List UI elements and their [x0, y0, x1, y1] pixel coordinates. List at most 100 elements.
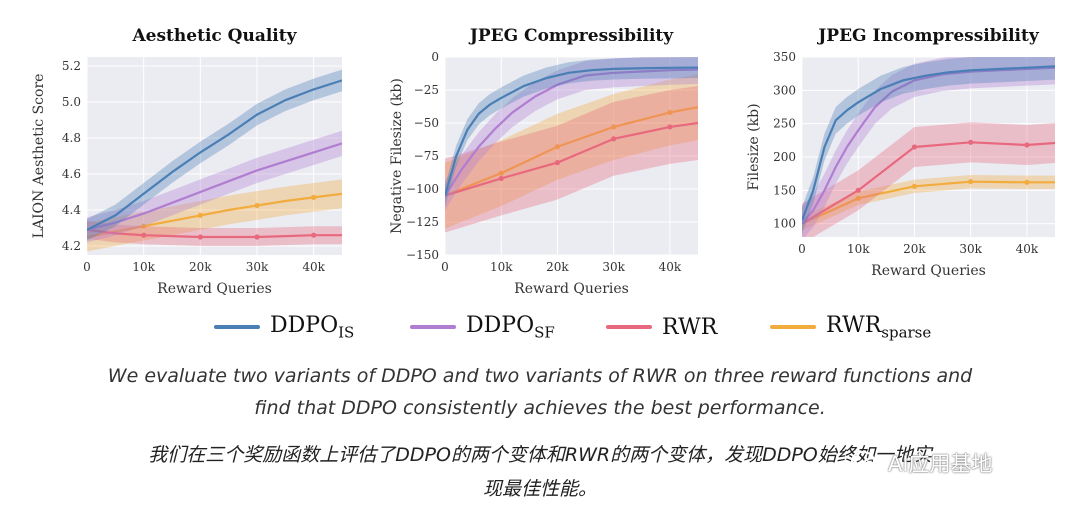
caption-english-line-1: We evaluate two variants of DDPO and two… — [107, 365, 973, 387]
x-tick-label: 20k — [903, 242, 926, 256]
band-rwr — [445, 86, 698, 233]
legend-swatch-ddpo-is — [214, 325, 260, 329]
y-tick-label: 250 — [773, 117, 796, 131]
y-tick-label: −75 — [414, 149, 439, 163]
x-tick-label: 30k — [246, 260, 269, 274]
caption-english: We evaluate two variants of DDPO and two… — [0, 360, 1080, 424]
marker-rwr — [911, 144, 918, 150]
y-tick-label: 4.6 — [62, 167, 81, 181]
y-tick-label: −25 — [414, 83, 439, 97]
y-tick-label: 4.4 — [62, 203, 81, 217]
x-tick-label: 30k — [959, 242, 982, 256]
legend-swatch-rwr-sparse — [770, 325, 816, 329]
x-axis-label: Reward Queries — [514, 281, 629, 297]
line-rwr — [802, 141, 1055, 225]
band-ddpo-is — [87, 69, 342, 241]
x-tick-label: 10k — [490, 260, 513, 274]
x-tick-label: 0 — [441, 260, 449, 274]
legend-label-ddpo-sf: DDPOSF — [466, 312, 555, 342]
marker-rwr-sparse — [197, 212, 203, 218]
line-rwr-sparse — [445, 106, 698, 197]
legend-label-rwr-sparse: RWRsparse — [826, 312, 932, 342]
marker-rwr-sparse — [667, 109, 673, 116]
legend-label-rwr: RWR — [662, 314, 718, 340]
y-tick-label: 4.8 — [62, 131, 81, 145]
line-ddpo-is — [445, 66, 698, 196]
legend-item-rwr: RWR — [606, 312, 717, 342]
y-tick-label: 4.2 — [62, 239, 81, 253]
plot-background — [802, 57, 1055, 237]
caption-chinese-line-2: 现最佳性能。 — [482, 478, 597, 500]
y-tick-label: 100 — [773, 217, 796, 231]
marker-rwr-sparse — [611, 124, 617, 130]
band-ddpo-sf — [802, 57, 1055, 237]
y-tick-label: 300 — [773, 83, 796, 97]
y-tick-label: 5.0 — [62, 95, 81, 109]
marker-rwr-sparse — [498, 170, 504, 176]
plot-area — [87, 69, 342, 252]
watermark-text: AI应用基地 — [888, 452, 993, 476]
y-axis-label: LAION Aesthetic Score — [31, 74, 47, 239]
band-rwr — [802, 122, 1055, 237]
x-tick-label: 10k — [132, 260, 155, 274]
marker-rwr-sparse — [554, 144, 561, 150]
marker-rwr — [855, 187, 861, 193]
marker-rwr — [498, 175, 504, 182]
marker-rwr-sparse — [968, 179, 974, 185]
marker-rwr — [667, 124, 673, 130]
x-axis-label: Reward Queries — [157, 281, 272, 297]
charts-area: 0 10k 20k 30k 40k 4.2 4.4 4.6 4.8 5.0 5.2 Aesthetic… — [31, 26, 1055, 297]
y-tick-label: 5.2 — [62, 59, 81, 73]
line-rwr-sparse — [802, 180, 1055, 225]
marker-rwr — [611, 136, 617, 142]
y-axis-label: Filesize (kb) — [746, 103, 762, 190]
marker-rwr-sparse — [911, 183, 918, 189]
caption-chinese: 我们在三个奖励函数上评估了DDPO的两个变体和RWR的两个变体，发现DDPO始终… — [0, 438, 1080, 506]
plot-area — [445, 57, 698, 233]
x-tick-label: 40k — [659, 260, 682, 274]
x-tick-label: 40k — [302, 260, 325, 274]
chart-panel-2: 0 10k 20k 30k 40k −150 −125 −100 −75 −50 −25 0 JPEG … — [389, 26, 698, 297]
marker-rwr — [968, 139, 974, 145]
x-tick-label: 30k — [602, 260, 625, 274]
chart-title: JPEG Incompressibility — [816, 26, 1040, 46]
y-tick-label: −100 — [406, 182, 439, 196]
marker-rwr-sparse — [254, 202, 260, 209]
x-tick-label: 20k — [189, 260, 212, 274]
marker-rwr-sparse — [141, 223, 147, 229]
line-ddpo-sf — [802, 66, 1055, 225]
y-axis-label: Negative Filesize (kb) — [389, 78, 405, 234]
marker-rwr — [197, 234, 203, 240]
line-rwr-sparse — [87, 192, 342, 239]
x-tick-label: 0 — [798, 242, 806, 256]
line-ddpo-is — [87, 79, 342, 231]
watermark: AI应用基地 — [850, 448, 993, 478]
legend: DDPOIS DDPOSF RWR RWRsparse — [0, 300, 1080, 350]
marker-rwr-sparse — [855, 195, 861, 201]
caption-english-line-2: find that DDPO consistently achieves the… — [254, 397, 826, 419]
marker-rwr — [311, 232, 317, 238]
y-tick-label: 150 — [773, 183, 796, 197]
x-tick-label: 10k — [847, 242, 870, 256]
line-ddpo-sf — [87, 142, 342, 231]
x-tick-label: 20k — [546, 260, 569, 274]
y-tick-label: 0 — [431, 50, 439, 64]
y-tick-label: 350 — [773, 50, 796, 64]
legend-swatch-rwr — [606, 325, 652, 329]
chart-title: JPEG Compressibility — [468, 26, 674, 46]
marker-rwr-sparse — [311, 194, 317, 200]
marker-rwr — [554, 160, 561, 166]
y-tick-label: −50 — [414, 116, 439, 130]
band-ddpo-is — [802, 57, 1055, 234]
x-tick-label: 0 — [83, 260, 91, 274]
y-tick-label: −125 — [406, 215, 439, 229]
legend-item-ddpo-sf: DDPOSF — [410, 312, 555, 342]
chart-title: Aesthetic Quality — [131, 26, 297, 46]
x-tick-label: 40k — [1016, 242, 1039, 256]
band-rwr — [87, 220, 342, 246]
caption-chinese-line-1: 我们在三个奖励函数上评估了DDPO的两个变体和RWR的两个变体，发现DDPO始终… — [148, 444, 932, 466]
marker-rwr — [141, 232, 147, 238]
line-ddpo-is — [802, 65, 1055, 221]
line-rwr — [87, 228, 342, 239]
marker-rwr-sparse — [1024, 179, 1030, 185]
